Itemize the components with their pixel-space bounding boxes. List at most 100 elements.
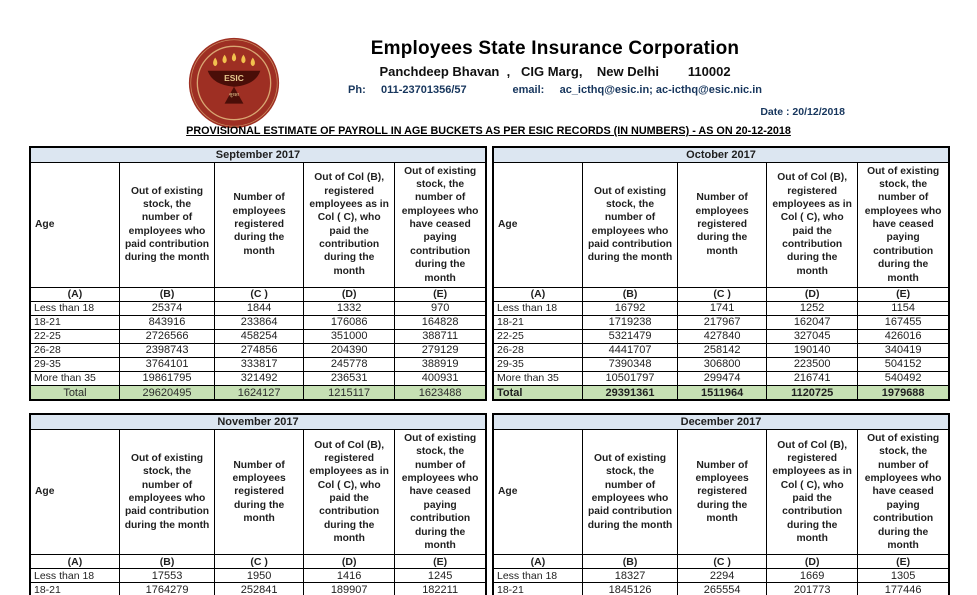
value-cell: 340419	[857, 342, 950, 358]
value-cell: 274856	[214, 342, 305, 358]
svg-text:सुरक्षा: सुरक्षा	[229, 92, 239, 98]
svg-text:ESIC: ESIC	[224, 73, 244, 83]
value-cell: 233864	[214, 314, 305, 330]
age-cell: Less than 18	[492, 568, 583, 584]
value-cell: 4441707	[581, 342, 679, 358]
value-cell: 458254	[214, 328, 305, 344]
column-header-row: Age Out of existing stock, the number of …	[492, 161, 950, 288]
column-header: Age	[29, 161, 120, 288]
age-cell: 22-25	[29, 328, 120, 344]
age-cell: 29-35	[29, 356, 120, 372]
table-row: 18-21 843916 233864 176086 164828	[29, 314, 487, 330]
value-cell: 351000	[303, 328, 396, 344]
month-title-december-2017: December 2017	[492, 413, 950, 430]
month-title-row: December 2017	[492, 413, 950, 430]
age-cell: Less than 18	[29, 568, 120, 584]
column-letter: (C )	[214, 286, 305, 302]
value-cell: 321492	[214, 370, 305, 386]
column-letters-row: (A) (B) (C ) (D) (E)	[29, 286, 487, 302]
value-cell: 843916	[118, 314, 216, 330]
value-cell: 189907	[303, 582, 396, 595]
column-header-row: Age Out of existing stock, the number of …	[492, 428, 950, 556]
column-header: Out of existing stock, the number of emp…	[394, 428, 487, 556]
value-cell: 176086	[303, 314, 396, 330]
value-cell: 265554	[677, 582, 768, 595]
table-row: Less than 18 25374 1844 1332 970	[29, 300, 487, 316]
value-cell: 252841	[214, 582, 305, 595]
value-cell: 1741	[677, 300, 768, 316]
value-cell: 177446	[857, 582, 950, 595]
value-cell: 388711	[394, 328, 487, 344]
total-label: Total	[29, 384, 120, 401]
column-letter: (C )	[214, 554, 305, 570]
age-cell: 18-21	[29, 314, 120, 330]
value-cell: 1844	[214, 300, 305, 316]
total-value-cell: 1623488	[394, 384, 487, 401]
column-letters-row: (A) (B) (C ) (D) (E)	[29, 554, 487, 570]
value-cell: 3764101	[118, 356, 216, 372]
value-cell: 333817	[214, 356, 305, 372]
column-header: Out of existing stock, the number of emp…	[118, 428, 216, 556]
column-letters-row: (A) (B) (C ) (D) (E)	[492, 554, 950, 570]
value-cell: 2294	[677, 568, 768, 584]
value-cell: 190140	[766, 342, 859, 358]
value-cell: 388919	[394, 356, 487, 372]
esic-seal-icon: ESIC सुरक्षा	[188, 37, 280, 129]
column-header: Age	[492, 428, 583, 556]
column-header: Out of existing stock, the number of emp…	[581, 161, 679, 288]
value-cell: 5321479	[581, 328, 679, 344]
total-label: Total	[492, 384, 583, 401]
column-letter: (A)	[492, 554, 583, 570]
total-value-cell: 1215117	[303, 384, 396, 401]
age-cell: 18-21	[29, 582, 120, 595]
value-cell: 216741	[766, 370, 859, 386]
month-title-october-2017: October 2017	[492, 146, 950, 163]
column-letter: (D)	[766, 286, 859, 302]
table-row: 22-25 2726566 458254 351000 388711	[29, 328, 487, 344]
table-row: More than 35 10501797 299474 216741 540492	[492, 370, 950, 386]
column-letter: (A)	[492, 286, 583, 302]
document-title: PROVISIONAL ESTIMATE OF PAYROLL IN AGE B…	[186, 125, 791, 137]
value-cell: 258142	[677, 342, 768, 358]
table-row: 22-25 5321479 427840 327045 426016	[492, 328, 950, 344]
column-header: Out of existing stock, the number of emp…	[857, 428, 950, 556]
table-row: More than 35 19861795 321492 236531 400931	[29, 370, 487, 386]
value-cell: 1764279	[118, 582, 216, 595]
value-cell: 279129	[394, 342, 487, 358]
org-name: Employees State Insurance Corporation	[370, 38, 740, 59]
month-title-september-2017: September 2017	[29, 146, 487, 163]
value-cell: 217967	[677, 314, 768, 330]
value-cell: 504152	[857, 356, 950, 372]
age-cell: More than 35	[492, 370, 583, 386]
org-address: Panchdeep Bhavan , CIG Marg, New Delhi 1…	[379, 64, 731, 79]
total-value-cell: 1979688	[857, 384, 950, 401]
column-header: Out of Col (B), registered employees as …	[303, 161, 396, 288]
age-cell: Less than 18	[492, 300, 583, 316]
column-header: Out of Col (B), registered employees as …	[303, 428, 396, 556]
org-contact: Ph: 011-23701356/57 email: ac_icthq@esic…	[348, 84, 762, 96]
value-cell: 299474	[677, 370, 768, 386]
total-row: Total 29391361 1511964 1120725 1979688	[492, 384, 950, 401]
total-value-cell: 1624127	[214, 384, 305, 401]
table-row: Less than 18 18327 2294 1669 1305	[492, 568, 950, 584]
table-row: 18-21 1764279 252841 189907 182211	[29, 582, 487, 595]
table-november-2017: November 2017 Age Out of existing stock, t…	[29, 413, 487, 595]
age-cell: 22-25	[492, 328, 583, 344]
value-cell: 19861795	[118, 370, 216, 386]
date-label: Date : 20/12/2018	[760, 106, 845, 118]
column-header: Out of existing stock, the number of emp…	[857, 161, 950, 288]
total-value-cell: 1511964	[677, 384, 768, 401]
value-cell: 426016	[857, 328, 950, 344]
total-value-cell: 29391361	[581, 384, 679, 401]
total-value-cell: 1120725	[766, 384, 859, 401]
letterhead: Employees State Insurance Corporation Pa…	[255, 38, 855, 96]
column-letter: (B)	[581, 286, 679, 302]
value-cell: 204390	[303, 342, 396, 358]
value-cell: 201773	[766, 582, 859, 595]
column-header: Number of employees registered during th…	[677, 428, 768, 556]
column-letter: (E)	[394, 286, 487, 302]
value-cell: 25374	[118, 300, 216, 316]
column-letter: (D)	[766, 554, 859, 570]
age-cell: 18-21	[492, 314, 583, 330]
